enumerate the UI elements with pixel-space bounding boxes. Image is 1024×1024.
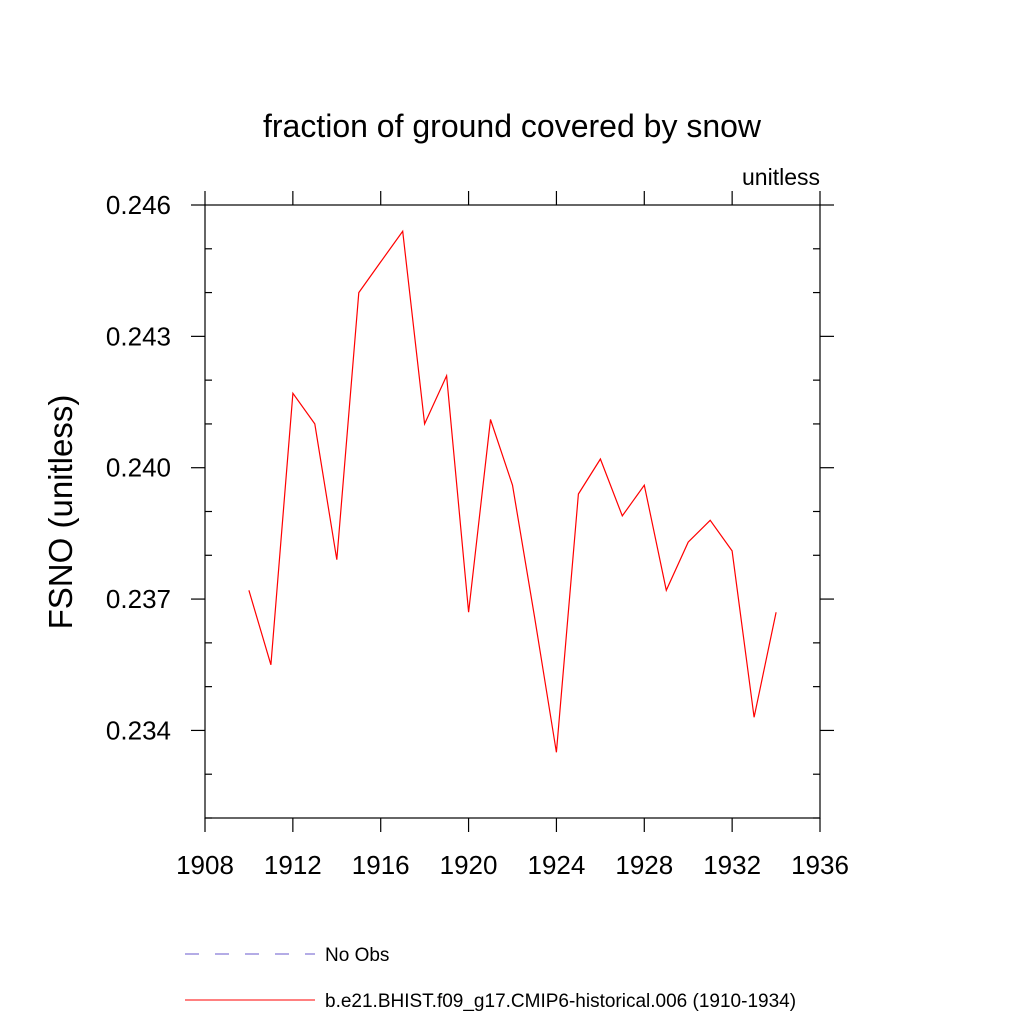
x-tick-label: 1932 <box>703 850 761 880</box>
y-tick-label: 0.246 <box>106 190 171 220</box>
plot-frame <box>204 204 821 819</box>
y-tick-label: 0.240 <box>106 453 171 483</box>
x-tick-label: 1936 <box>791 850 849 880</box>
axis-ticks: 1908 1912 1916 1920 1924 1928 1932 1936 0.234 0.2… <box>106 190 849 880</box>
x-tick-label: 1924 <box>528 850 586 880</box>
y-tick-label: 0.234 <box>106 715 171 745</box>
x-tick-label: 1916 <box>352 850 410 880</box>
y-axis-label: FSNO (unitless) <box>42 395 79 630</box>
x-tick-label: 1908 <box>176 850 234 880</box>
x-tick-label: 1928 <box>615 850 673 880</box>
y-tick-label: 0.243 <box>106 321 171 351</box>
y-tick-label: 0.237 <box>106 584 171 614</box>
legend-label: No Obs <box>325 945 389 966</box>
legend-label: b.e21.BHIST.f09_g17.CMIP6-historical.006… <box>325 991 796 1012</box>
chart-title: fraction of ground covered by snow <box>263 108 762 144</box>
series-layer <box>248 229 777 753</box>
x-tick-label: 1912 <box>264 850 322 880</box>
units-label: unitless <box>742 164 820 190</box>
x-tick-label: 1920 <box>440 850 498 880</box>
legend: No Obs b.e21.BHIST.f09_g17.CMIP6-historic… <box>185 945 796 1012</box>
series-line <box>248 229 777 753</box>
